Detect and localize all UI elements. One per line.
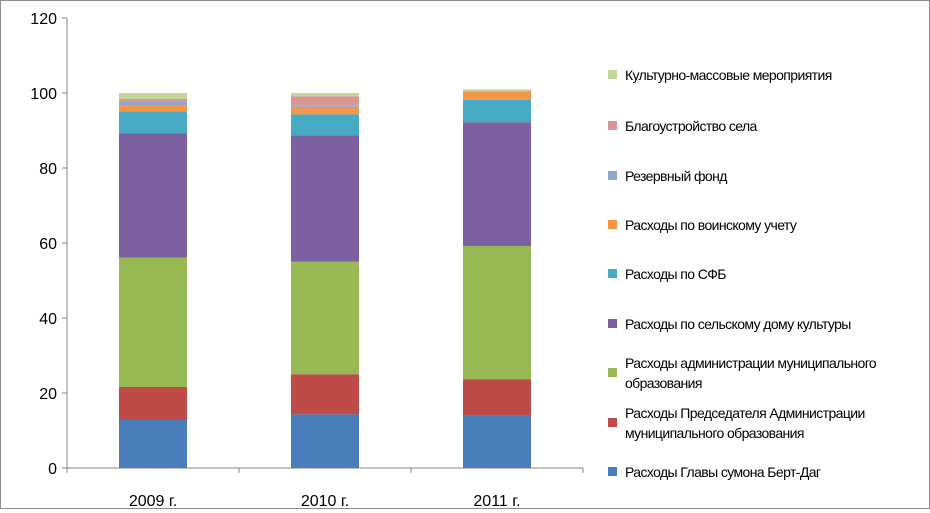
axes: 0 20 40 60 80 100 120 2009 г. 2010 г. 2011 г. — [30, 11, 584, 510]
bar-segment — [291, 374, 359, 415]
bar-segment — [463, 122, 531, 246]
legend-label: Благоустройство села — [625, 118, 758, 134]
bar-segment — [119, 420, 187, 468]
bar-segment — [463, 379, 531, 416]
y-tick-label: 120 — [30, 11, 57, 28]
legend-label: Культурно-массовые мероприятия — [625, 67, 832, 83]
legend-label: Расходы администрации муниципального обра… — [625, 355, 877, 391]
y-tick-label: 0 — [48, 461, 57, 478]
legend-label: Расходы по воинскому учету — [625, 217, 797, 233]
bar-segment — [119, 102, 187, 106]
legend-label: Расходы по СФБ — [625, 266, 726, 282]
bar-segment — [463, 91, 531, 100]
legend-swatch — [608, 418, 617, 427]
legend-swatch — [608, 171, 617, 180]
bar-segment — [463, 99, 531, 123]
bar-segment — [119, 387, 187, 420]
bar-segment — [119, 99, 187, 102]
legend-label: Резервный фонд — [625, 168, 727, 184]
legend-swatch — [608, 319, 617, 328]
legend-label: Расходы по сельскому дому культуры — [625, 316, 851, 332]
bar-segment — [119, 111, 187, 134]
x-category-label: 2010 г. — [301, 493, 349, 508]
bar-segment — [291, 414, 359, 468]
legend-swatch — [608, 70, 617, 79]
y-tick-label: 20 — [39, 386, 57, 403]
y-tick-label: 40 — [39, 311, 57, 328]
bar-segment — [463, 415, 531, 468]
bars — [119, 89, 531, 468]
bar-segment — [463, 89, 531, 92]
legend-label: Расходы Главы сумона Берт-Даг — [625, 464, 821, 480]
x-category-label: 2011 г. — [473, 493, 520, 508]
legend-swatch — [608, 269, 617, 278]
y-tick-label: 100 — [30, 86, 57, 103]
bar-segment — [291, 261, 359, 375]
bar-segment — [291, 106, 359, 115]
legend-label: Расходы Председателя Администрации муници… — [625, 405, 865, 441]
bar-segment — [119, 257, 187, 387]
bar-segment — [119, 93, 187, 99]
bar-segment — [119, 133, 187, 258]
x-category-label: 2009 г. — [129, 493, 177, 508]
bar-segment — [119, 105, 187, 112]
bar-segment — [291, 96, 359, 106]
legend: Культурно-массовые мероприятия Благоустро… — [608, 67, 878, 480]
legend-swatch — [608, 121, 617, 130]
legend-swatch — [608, 467, 617, 476]
bar-segment — [463, 246, 531, 380]
y-tick-label: 80 — [39, 161, 57, 178]
bar-segment — [291, 114, 359, 136]
bar-segment — [291, 105, 359, 107]
legend-swatch — [608, 220, 617, 229]
legend-swatch — [608, 368, 617, 377]
bar-segment — [291, 135, 359, 262]
bar-segment — [291, 93, 359, 97]
y-tick-label: 60 — [39, 236, 57, 253]
